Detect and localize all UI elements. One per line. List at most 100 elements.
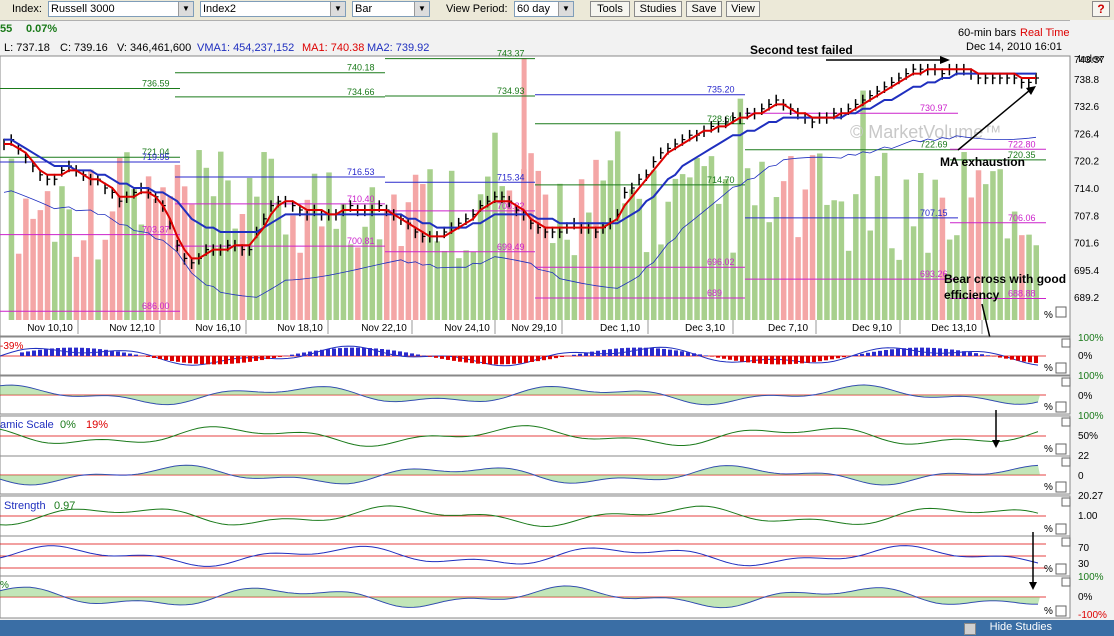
window-icon[interactable] bbox=[964, 623, 976, 635]
volume-bar bbox=[759, 161, 765, 320]
volume-bar bbox=[831, 200, 837, 320]
histogram-bar bbox=[20, 352, 24, 356]
volume-bar bbox=[30, 218, 36, 320]
study-axis-label: 70 bbox=[1078, 543, 1090, 554]
save-button[interactable]: Save bbox=[686, 1, 722, 17]
histogram-bar bbox=[416, 354, 420, 356]
studies-button[interactable]: Studies bbox=[634, 1, 682, 17]
histogram-bar bbox=[518, 356, 522, 364]
level-label: 722.69 bbox=[920, 140, 948, 150]
study-axis-label: 0 bbox=[1078, 471, 1084, 482]
volume-bar bbox=[651, 170, 657, 320]
hide-studies-button[interactable]: Hide Studies bbox=[989, 621, 1052, 633]
histogram-bar bbox=[578, 353, 582, 356]
histogram-bar bbox=[386, 349, 390, 356]
volume-bar bbox=[138, 224, 145, 320]
volume-bar bbox=[59, 186, 65, 320]
volume-bar bbox=[744, 168, 751, 320]
volume-bar bbox=[218, 151, 224, 320]
volume-bar bbox=[398, 246, 404, 320]
histogram-bar bbox=[962, 351, 966, 356]
level-label: 706.06 bbox=[1008, 213, 1036, 223]
volume-bar bbox=[73, 256, 80, 320]
change-value: 55 bbox=[0, 23, 13, 35]
histogram-bar bbox=[266, 356, 270, 360]
level-label: 736.59 bbox=[142, 79, 170, 89]
level-label: 686.00 bbox=[142, 301, 170, 311]
annotation-bear-cross: Bear cross with good bbox=[944, 272, 1066, 286]
y-axis-title: Index bbox=[1078, 54, 1102, 65]
annotation-arrowhead bbox=[940, 56, 950, 64]
study-axis-label: 100% bbox=[1078, 572, 1104, 583]
x-tick-label: Dec 13,10 bbox=[931, 323, 977, 334]
index-select[interactable]: Russell 3000 ▼ bbox=[48, 1, 194, 17]
level-label: 734.93 bbox=[497, 86, 525, 96]
histogram-bar bbox=[818, 356, 822, 362]
histogram-bar bbox=[866, 352, 870, 356]
volume-bar bbox=[867, 230, 874, 320]
volume-bar bbox=[66, 209, 72, 320]
x-tick-label: Nov 24,10 bbox=[444, 323, 490, 334]
study-axis-label: 20.27 bbox=[1078, 491, 1103, 502]
histogram-bar bbox=[956, 350, 960, 356]
study-label: amic Scale bbox=[0, 419, 54, 431]
x-tick-label: Dec 9,10 bbox=[852, 323, 892, 334]
pct-toggle-label: % bbox=[1044, 402, 1053, 413]
study-line bbox=[0, 505, 1039, 528]
view-button[interactable]: View bbox=[726, 1, 760, 17]
view-period-select[interactable]: 60 day ▼ bbox=[514, 1, 574, 17]
annotation-second-test: Second test failed bbox=[750, 43, 853, 57]
histogram-bar bbox=[602, 349, 606, 356]
chart-type-value: Bar bbox=[355, 3, 373, 15]
volume-bar bbox=[600, 180, 606, 320]
help-button[interactable]: ? bbox=[1092, 1, 1110, 17]
level-label: 708.82 bbox=[497, 201, 525, 211]
volume-bar bbox=[773, 197, 780, 320]
histogram-bar bbox=[92, 348, 96, 356]
histogram-bar bbox=[230, 356, 234, 364]
study-line bbox=[0, 464, 1039, 486]
volume-bar bbox=[513, 205, 520, 320]
histogram-bar bbox=[584, 352, 588, 356]
histogram-bar bbox=[710, 356, 714, 357]
study-fill bbox=[0, 385, 1040, 405]
histogram-bar bbox=[1022, 356, 1026, 362]
volume-bar bbox=[694, 157, 700, 320]
index2-select[interactable]: Index2 ▼ bbox=[200, 1, 346, 17]
chart-type-select[interactable]: Bar ▼ bbox=[352, 1, 430, 17]
histogram-bar bbox=[524, 356, 528, 363]
volume-bar bbox=[723, 179, 729, 320]
volume-bar bbox=[997, 169, 1003, 320]
ma1-line bbox=[4, 68, 1036, 260]
volume-bar bbox=[752, 205, 758, 320]
histogram-bar bbox=[410, 353, 414, 356]
histogram-bar bbox=[542, 356, 546, 361]
volume-bar bbox=[1033, 245, 1039, 320]
histogram-bar bbox=[920, 347, 924, 356]
histogram-bar bbox=[716, 356, 720, 358]
histogram-bar bbox=[158, 356, 162, 360]
histogram-bar bbox=[338, 348, 342, 356]
histogram-bar bbox=[488, 356, 492, 365]
volume-bar bbox=[23, 198, 29, 320]
volume-bar bbox=[8, 158, 15, 320]
volume-bar bbox=[37, 210, 44, 320]
x-tick-label: Dec 1,10 bbox=[600, 323, 640, 334]
volume-bar bbox=[109, 211, 116, 320]
volume-bar bbox=[196, 150, 202, 320]
pct-checkbox bbox=[1055, 605, 1067, 617]
histogram-bar bbox=[752, 356, 756, 364]
y-tick-label: 701.6 bbox=[1074, 239, 1099, 250]
volume-bar bbox=[795, 237, 801, 320]
volume-bar bbox=[254, 196, 260, 320]
change-pct: 0.07% bbox=[26, 23, 58, 35]
level-label: 734.66 bbox=[347, 87, 375, 97]
histogram-bar bbox=[758, 356, 762, 364]
volume-bar bbox=[658, 244, 664, 320]
x-tick-label: Nov 22,10 bbox=[361, 323, 407, 334]
tools-button[interactable]: Tools bbox=[590, 1, 630, 17]
low-value: L: 737.18 bbox=[4, 42, 50, 54]
histogram-bar bbox=[1010, 356, 1014, 360]
histogram-bar bbox=[68, 347, 72, 356]
volume-bar bbox=[160, 187, 166, 320]
